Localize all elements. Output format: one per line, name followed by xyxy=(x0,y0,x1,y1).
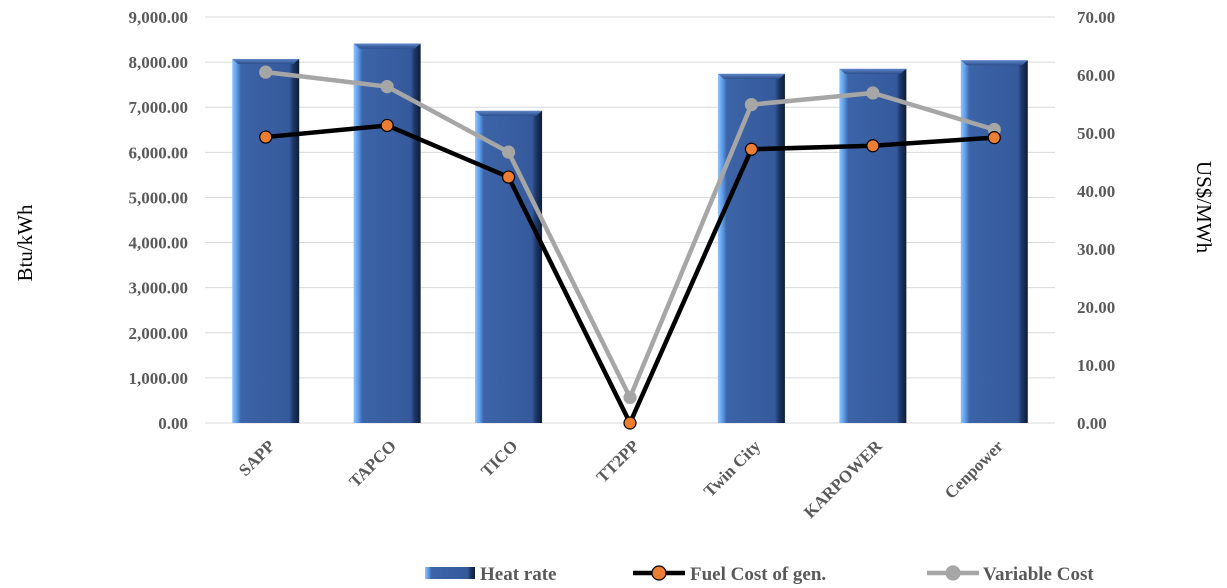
legend-label: Fuel Cost of gen. xyxy=(690,564,826,585)
data-point xyxy=(259,65,273,79)
data-point xyxy=(501,170,516,184)
line-series-variable-cost xyxy=(259,65,1001,405)
legend-item: Variable Cost xyxy=(927,564,1094,585)
left-tick-label: 4,000.00 xyxy=(129,234,189,253)
right-tick-label: 10.00 xyxy=(1077,356,1115,375)
left-tick-label: 3,000.00 xyxy=(129,279,189,298)
heat-rate-bar xyxy=(232,58,300,423)
category-label: TICO xyxy=(477,436,521,480)
left-tick-label: 6,000.00 xyxy=(129,143,189,162)
gridlines xyxy=(205,16,1055,424)
data-point xyxy=(501,145,516,159)
bar-bevel xyxy=(353,43,421,49)
right-tick-label: 60.00 xyxy=(1077,66,1115,85)
left-axis-ticks: 0.00 1,000.00 2,000.00 3,000.00 4,000.00 5,00… xyxy=(129,8,189,433)
data-point xyxy=(744,97,759,112)
legend-swatch-bar xyxy=(425,567,475,579)
legend: Heat rate Fuel Cost of gen. Variable Cost xyxy=(425,564,1094,585)
left-tick-label: 1,000.00 xyxy=(129,369,189,388)
left-tick-label: 7,000.00 xyxy=(129,98,189,117)
data-point xyxy=(623,390,637,405)
left-axis-title: Btu/kWh xyxy=(13,204,37,281)
right-tick-label: 0.00 xyxy=(1077,414,1107,433)
data-point xyxy=(866,86,880,100)
bar-body xyxy=(353,43,421,424)
heat-rate-bar xyxy=(475,110,543,423)
legend-item: Fuel Cost of gen. xyxy=(633,564,826,585)
data-point xyxy=(259,130,273,144)
left-tick-label: 2,000.00 xyxy=(129,324,189,343)
left-tick-label: 8,000.00 xyxy=(129,53,189,72)
bar-body xyxy=(839,68,907,423)
left-tick-label: 9,000.00 xyxy=(129,8,189,27)
right-axis-ticks: 0.00 10.00 20.00 30.00 40.00 50.00 60.00 70.00 xyxy=(1077,8,1115,433)
data-point xyxy=(744,142,759,156)
heat-rate-bar xyxy=(839,68,907,423)
heat-rate-bar xyxy=(717,73,785,423)
bar-body xyxy=(475,110,543,423)
right-tick-label: 40.00 xyxy=(1077,182,1115,201)
data-point xyxy=(623,416,637,430)
bar-body xyxy=(232,58,300,423)
legend-label: Variable Cost xyxy=(983,564,1094,585)
category-label: TAPCO xyxy=(345,436,400,491)
bar-body xyxy=(960,60,1028,423)
category-labels: SAPP TAPCO TICO TT2PP Twin City KARPOWER Cenpo… xyxy=(235,436,1007,522)
category-label: TT2PP xyxy=(593,436,643,486)
right-axis-title: US$/MWh xyxy=(1192,161,1216,254)
category-label: SAPP xyxy=(235,436,278,479)
legend-swatch-marker xyxy=(945,565,961,581)
bar-bevel xyxy=(475,110,543,116)
right-tick-label: 30.00 xyxy=(1077,240,1115,259)
right-tick-label: 70.00 xyxy=(1077,8,1115,27)
right-tick-label: 50.00 xyxy=(1077,124,1115,143)
heat-rate-bar xyxy=(353,43,421,424)
bar-bevel xyxy=(960,60,1028,66)
line-series xyxy=(259,65,1001,430)
category-label: Twin City xyxy=(700,436,765,501)
heat-rate-bar xyxy=(960,60,1028,423)
heat-rate-bars xyxy=(232,43,1028,424)
bar-bevel xyxy=(232,58,300,64)
right-tick-label: 20.00 xyxy=(1077,298,1115,317)
category-label: Cenpower xyxy=(941,436,1008,503)
line-series-fuel-cost-of-gen xyxy=(259,118,1001,430)
bar-bevel xyxy=(839,68,907,74)
category-label: KARPOWER xyxy=(800,436,886,522)
legend-label: Heat rate xyxy=(480,564,556,585)
legend-swatch-marker xyxy=(651,565,667,581)
data-point xyxy=(987,131,1001,145)
left-tick-label: 0.00 xyxy=(158,414,188,433)
bar-body xyxy=(717,73,785,423)
data-point xyxy=(380,118,394,133)
data-point xyxy=(380,79,394,94)
legend-item: Heat rate xyxy=(425,564,556,585)
bar-bevel xyxy=(717,73,785,79)
data-point xyxy=(866,139,880,153)
left-tick-label: 5,000.00 xyxy=(129,188,189,207)
